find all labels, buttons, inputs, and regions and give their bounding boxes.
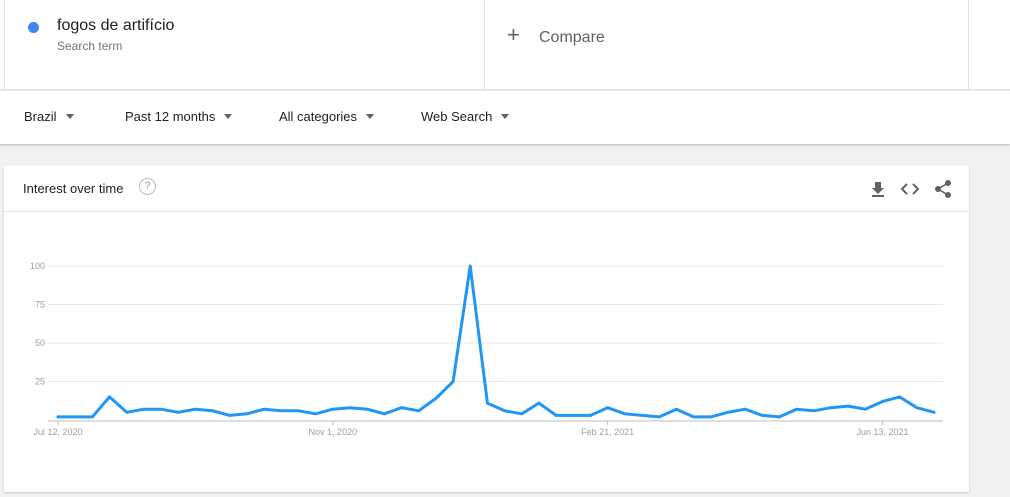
compare-label: Compare <box>539 29 605 46</box>
data-point <box>108 395 111 399</box>
data-point <box>125 410 129 414</box>
region-label: Brazil <box>24 109 57 124</box>
filter-bar: Brazil Past 12 months All categories Web… <box>0 91 1010 144</box>
data-point <box>382 412 386 416</box>
data-point <box>726 410 730 414</box>
property-dropdown[interactable]: Web Search <box>421 109 510 124</box>
embed-icon[interactable] <box>899 178 921 200</box>
data-point <box>623 412 627 416</box>
data-point <box>760 413 764 417</box>
data-point <box>709 415 713 419</box>
x-tick-label: Jun 13, 2021 <box>856 427 908 437</box>
interest-chart: 25 50 75 100 Jul 12, 2020 Nov 1, 2020 Feb 21, … <box>4 213 969 492</box>
data-point <box>142 407 146 411</box>
data-point <box>778 415 781 419</box>
caret-down-icon <box>65 114 74 120</box>
data-point <box>640 413 644 417</box>
data-point <box>503 409 506 413</box>
caret-down-icon <box>224 114 233 120</box>
data-point <box>176 410 180 414</box>
search-term-title[interactable]: fogos de artifício <box>57 17 175 34</box>
card-header: Interest over time ? <box>4 166 969 212</box>
data-point <box>228 413 232 417</box>
search-term-subtitle: Search term <box>57 39 123 53</box>
y-tick-label: 75 <box>35 300 45 310</box>
data-point <box>915 406 919 410</box>
x-tick-label: Feb 21, 2021 <box>581 427 634 437</box>
data-point <box>194 407 197 411</box>
data-point <box>520 412 524 416</box>
help-icon[interactable]: ? <box>139 178 156 195</box>
category-label: All categories <box>279 109 358 124</box>
category-dropdown[interactable]: All categories <box>279 109 375 124</box>
data-point <box>90 415 94 419</box>
property-label: Web Search <box>421 109 493 124</box>
data-point <box>692 415 695 419</box>
data-point <box>812 409 816 413</box>
data-point <box>297 409 300 413</box>
data-point <box>881 400 884 403</box>
data-point <box>795 407 798 411</box>
x-tick-label: Jul 12, 2020 <box>33 427 82 437</box>
y-tick-label: 50 <box>35 338 45 348</box>
data-point <box>657 415 661 419</box>
comparison-header: fogos de artifício Search term + Compare <box>0 0 1010 90</box>
data-point <box>262 407 266 411</box>
line-chart-svg: 25 50 75 100 Jul 12, 2020 Nov 1, 2020 Feb 21, … <box>30 261 943 437</box>
compare-button[interactable]: + Compare <box>486 0 969 90</box>
data-point <box>159 407 163 411</box>
data-point <box>863 407 867 411</box>
period-dropdown[interactable]: Past 12 months <box>125 109 233 124</box>
data-point <box>348 406 352 410</box>
data-point <box>451 380 455 383</box>
y-tick-label: 100 <box>30 261 45 271</box>
caret-down-icon <box>501 114 510 120</box>
period-label: Past 12 months <box>125 109 216 124</box>
data-point <box>73 415 77 419</box>
data-point <box>434 397 438 400</box>
data-point <box>468 264 472 268</box>
data-point <box>571 413 575 417</box>
download-icon[interactable] <box>867 178 889 200</box>
data-point <box>279 409 283 413</box>
data-point <box>365 407 369 411</box>
data-point <box>554 413 558 417</box>
plus-icon: + <box>507 22 520 47</box>
data-point <box>400 406 403 410</box>
data-point <box>674 407 678 411</box>
data-point <box>606 406 610 410</box>
region-dropdown[interactable]: Brazil <box>24 109 74 124</box>
data-point <box>932 410 936 414</box>
data-point <box>898 395 902 399</box>
data-point <box>589 413 592 417</box>
caret-down-icon <box>366 114 375 120</box>
search-term-card[interactable]: fogos de artifício Search term <box>4 0 485 90</box>
data-point <box>56 415 60 419</box>
series-line <box>56 264 936 419</box>
data-point <box>211 409 214 413</box>
series-color-dot <box>28 22 39 33</box>
data-point <box>245 412 249 416</box>
data-point <box>829 406 833 410</box>
share-icon[interactable] <box>932 178 954 200</box>
card-title: Interest over time <box>23 181 124 196</box>
data-point <box>846 404 850 408</box>
y-tick-label: 25 <box>35 377 45 387</box>
interest-over-time-card: Interest over time ? 25 50 75 100 J <box>4 166 969 492</box>
data-point <box>331 407 335 411</box>
data-point <box>743 407 747 411</box>
data-point <box>314 412 318 416</box>
data-point <box>537 401 541 405</box>
data-point <box>486 401 489 405</box>
x-tick-label: Nov 1, 2020 <box>309 427 358 437</box>
data-point <box>417 409 421 413</box>
